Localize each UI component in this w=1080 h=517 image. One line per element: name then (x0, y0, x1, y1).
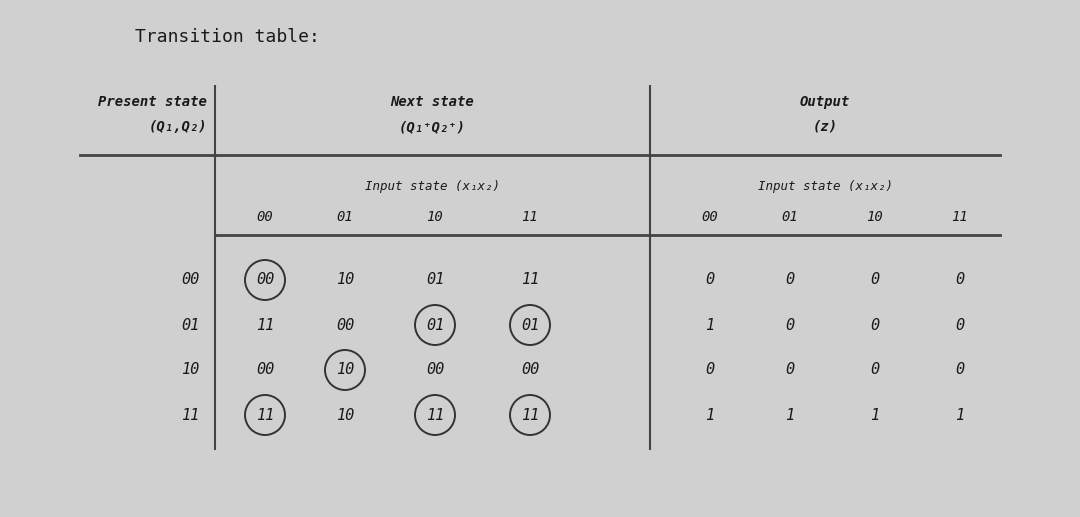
Text: 10: 10 (427, 210, 444, 224)
Text: 0: 0 (785, 362, 795, 377)
Text: 11: 11 (256, 407, 274, 422)
Text: 10: 10 (866, 210, 883, 224)
Text: 10: 10 (180, 362, 199, 377)
Text: 0: 0 (870, 317, 879, 332)
Text: 00: 00 (256, 272, 274, 287)
Text: 0: 0 (870, 272, 879, 287)
Text: 1: 1 (705, 407, 715, 422)
Text: 11: 11 (951, 210, 969, 224)
Text: 11: 11 (256, 317, 274, 332)
Text: 00: 00 (180, 272, 199, 287)
Text: 01: 01 (782, 210, 798, 224)
Text: 0: 0 (956, 317, 964, 332)
Text: 0: 0 (956, 362, 964, 377)
Text: 01: 01 (180, 317, 199, 332)
Text: Input state (x₁x₂): Input state (x₁x₂) (757, 180, 892, 193)
Text: 11: 11 (522, 210, 538, 224)
Text: 0: 0 (956, 272, 964, 287)
Text: Next state: Next state (391, 95, 474, 109)
Text: 1: 1 (956, 407, 964, 422)
Text: Transition table:: Transition table: (135, 28, 320, 46)
Text: (z): (z) (812, 120, 838, 134)
Text: 0: 0 (705, 362, 715, 377)
Text: 00: 00 (702, 210, 718, 224)
Text: 0: 0 (785, 317, 795, 332)
Text: 00: 00 (256, 362, 274, 377)
Text: Input state (x₁x₂): Input state (x₁x₂) (365, 180, 500, 193)
Text: 01: 01 (426, 272, 444, 287)
Text: Output: Output (800, 95, 850, 109)
Text: 01: 01 (521, 317, 539, 332)
Text: 0: 0 (785, 272, 795, 287)
Text: 00: 00 (521, 362, 539, 377)
Text: (Q₁⁺Q₂⁺): (Q₁⁺Q₂⁺) (399, 120, 465, 134)
Text: 11: 11 (180, 407, 199, 422)
Text: 10: 10 (336, 407, 354, 422)
Text: 1: 1 (870, 407, 879, 422)
Text: 11: 11 (426, 407, 444, 422)
Text: 11: 11 (521, 272, 539, 287)
Text: 00: 00 (336, 317, 354, 332)
Text: 00: 00 (257, 210, 273, 224)
Text: 01: 01 (426, 317, 444, 332)
Text: 1: 1 (785, 407, 795, 422)
Text: 1: 1 (705, 317, 715, 332)
Text: Present state: Present state (98, 95, 207, 109)
Text: (Q₁,Q₂): (Q₁,Q₂) (148, 120, 207, 134)
Text: 01: 01 (337, 210, 353, 224)
Text: 10: 10 (336, 362, 354, 377)
Text: 10: 10 (336, 272, 354, 287)
Text: 0: 0 (870, 362, 879, 377)
Text: 00: 00 (426, 362, 444, 377)
Text: 0: 0 (705, 272, 715, 287)
Text: 11: 11 (521, 407, 539, 422)
